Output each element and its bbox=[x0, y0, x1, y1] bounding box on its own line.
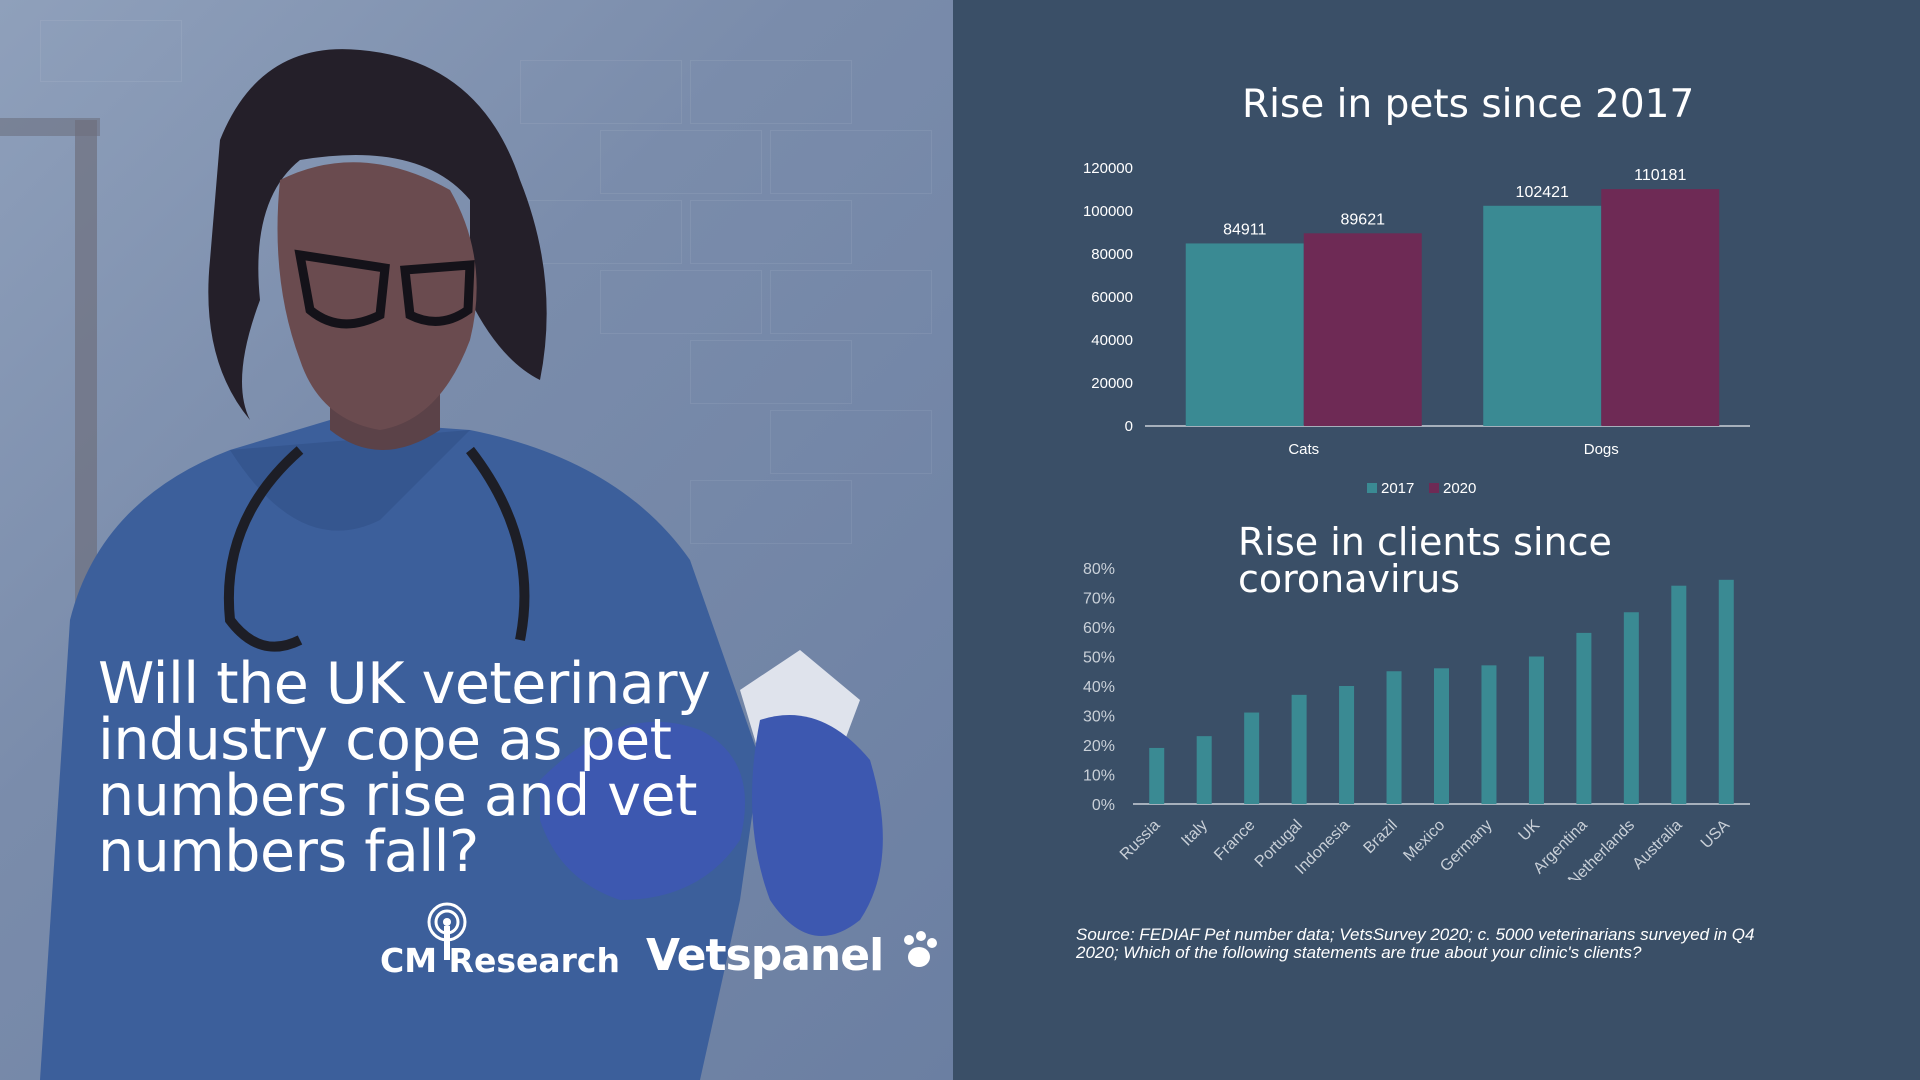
legend-swatch-2017 bbox=[1367, 483, 1377, 493]
legend-label: 2017 bbox=[1381, 480, 1414, 497]
y-tick-label: 70% bbox=[1083, 591, 1115, 608]
data-label: 89621 bbox=[1341, 211, 1386, 228]
y-tick-label: 30% bbox=[1083, 709, 1115, 726]
bar-cats-2020 bbox=[1303, 233, 1422, 426]
bar-dogs-2017 bbox=[1483, 205, 1602, 426]
chart2-title: Rise in clients since coronavirus bbox=[1238, 520, 1612, 601]
bar-australia bbox=[1671, 585, 1687, 804]
y-tick-label: 10% bbox=[1083, 768, 1115, 785]
bar-portugal bbox=[1291, 694, 1307, 804]
y-tick-label: 40% bbox=[1083, 679, 1115, 696]
bar-argentina bbox=[1576, 632, 1592, 804]
bar-indonesia bbox=[1339, 686, 1355, 804]
source-note: Source: FEDIAF Pet number data; VetsSurv… bbox=[1076, 925, 1755, 962]
veterinarian-photo bbox=[40, 49, 883, 1080]
pets-bar-chart: 0 20000 40000 60000 80000 100000 120000 84911 89… bbox=[1083, 160, 1750, 497]
x-tick-label: USA bbox=[1698, 817, 1734, 853]
y-tick-label: 80000 bbox=[1091, 246, 1133, 263]
bar-russia bbox=[1149, 747, 1165, 804]
y-tick-label: 60000 bbox=[1091, 289, 1133, 306]
bar-usa bbox=[1718, 579, 1734, 804]
cm-research-logo: CM Research bbox=[380, 900, 620, 980]
y-tick-label: 80% bbox=[1083, 561, 1115, 578]
y-tick-label: 120000 bbox=[1083, 160, 1133, 177]
bar-cats-2017 bbox=[1185, 243, 1304, 426]
legend-swatch-2020 bbox=[1429, 483, 1439, 493]
headline: Will the UK veterinary industry cope as … bbox=[98, 651, 711, 885]
y-tick-label: 60% bbox=[1083, 620, 1115, 637]
y-tick-label: 50% bbox=[1083, 650, 1115, 667]
x-tick-label: UK bbox=[1516, 817, 1544, 845]
y-tick-label: 40000 bbox=[1091, 332, 1133, 349]
bar-netherlands bbox=[1623, 612, 1639, 804]
bar-dogs-2020 bbox=[1601, 189, 1720, 426]
vetspanel-logo: Vetspanel bbox=[646, 930, 939, 981]
y-tick-label: 100000 bbox=[1083, 203, 1133, 220]
y-tick-label: 0% bbox=[1092, 797, 1115, 814]
x-tick-label: Dogs bbox=[1584, 441, 1619, 458]
data-label: 102421 bbox=[1516, 184, 1569, 201]
y-tick-label: 20% bbox=[1083, 738, 1115, 755]
bar-brazil bbox=[1386, 671, 1402, 804]
cm-research-logo-text: CM Research bbox=[380, 941, 620, 980]
x-tick-label: Germany bbox=[1437, 817, 1496, 876]
data-label: 110181 bbox=[1634, 167, 1686, 184]
y-tick-label: 0 bbox=[1125, 418, 1133, 435]
x-tick-label: Italy bbox=[1178, 817, 1211, 850]
legend-label: 2020 bbox=[1443, 480, 1476, 497]
bar-germany bbox=[1481, 665, 1497, 804]
chart-panel bbox=[953, 0, 1920, 1080]
x-tick-label: Australia bbox=[1630, 817, 1686, 873]
photo-panel: Will the UK veterinary industry cope as … bbox=[0, 0, 953, 1080]
x-tick-label: Mexico bbox=[1400, 817, 1448, 865]
data-label: 84911 bbox=[1223, 221, 1266, 238]
cm-research-emblem-icon bbox=[427, 902, 467, 960]
x-tick-label: Russia bbox=[1117, 817, 1164, 864]
bar-mexico bbox=[1434, 668, 1449, 804]
bar-france bbox=[1244, 712, 1260, 804]
bar-italy bbox=[1196, 736, 1212, 804]
paw-icon bbox=[904, 931, 938, 967]
x-tick-label: Cats bbox=[1288, 441, 1319, 458]
vetspanel-logo-text: Vetspanel bbox=[646, 930, 884, 981]
bar-uk bbox=[1528, 656, 1544, 804]
chart1-title: Rise in pets since 2017 bbox=[1242, 82, 1695, 127]
y-tick-label: 20000 bbox=[1091, 375, 1133, 392]
x-tick-label: France bbox=[1211, 817, 1258, 864]
clients-bar-chart: 0% 10% 20% 30% 40% 50% 60% 70% 80% Russia Italy Fra… bbox=[1083, 561, 1750, 880]
x-tick-label: Brazil bbox=[1361, 817, 1401, 857]
